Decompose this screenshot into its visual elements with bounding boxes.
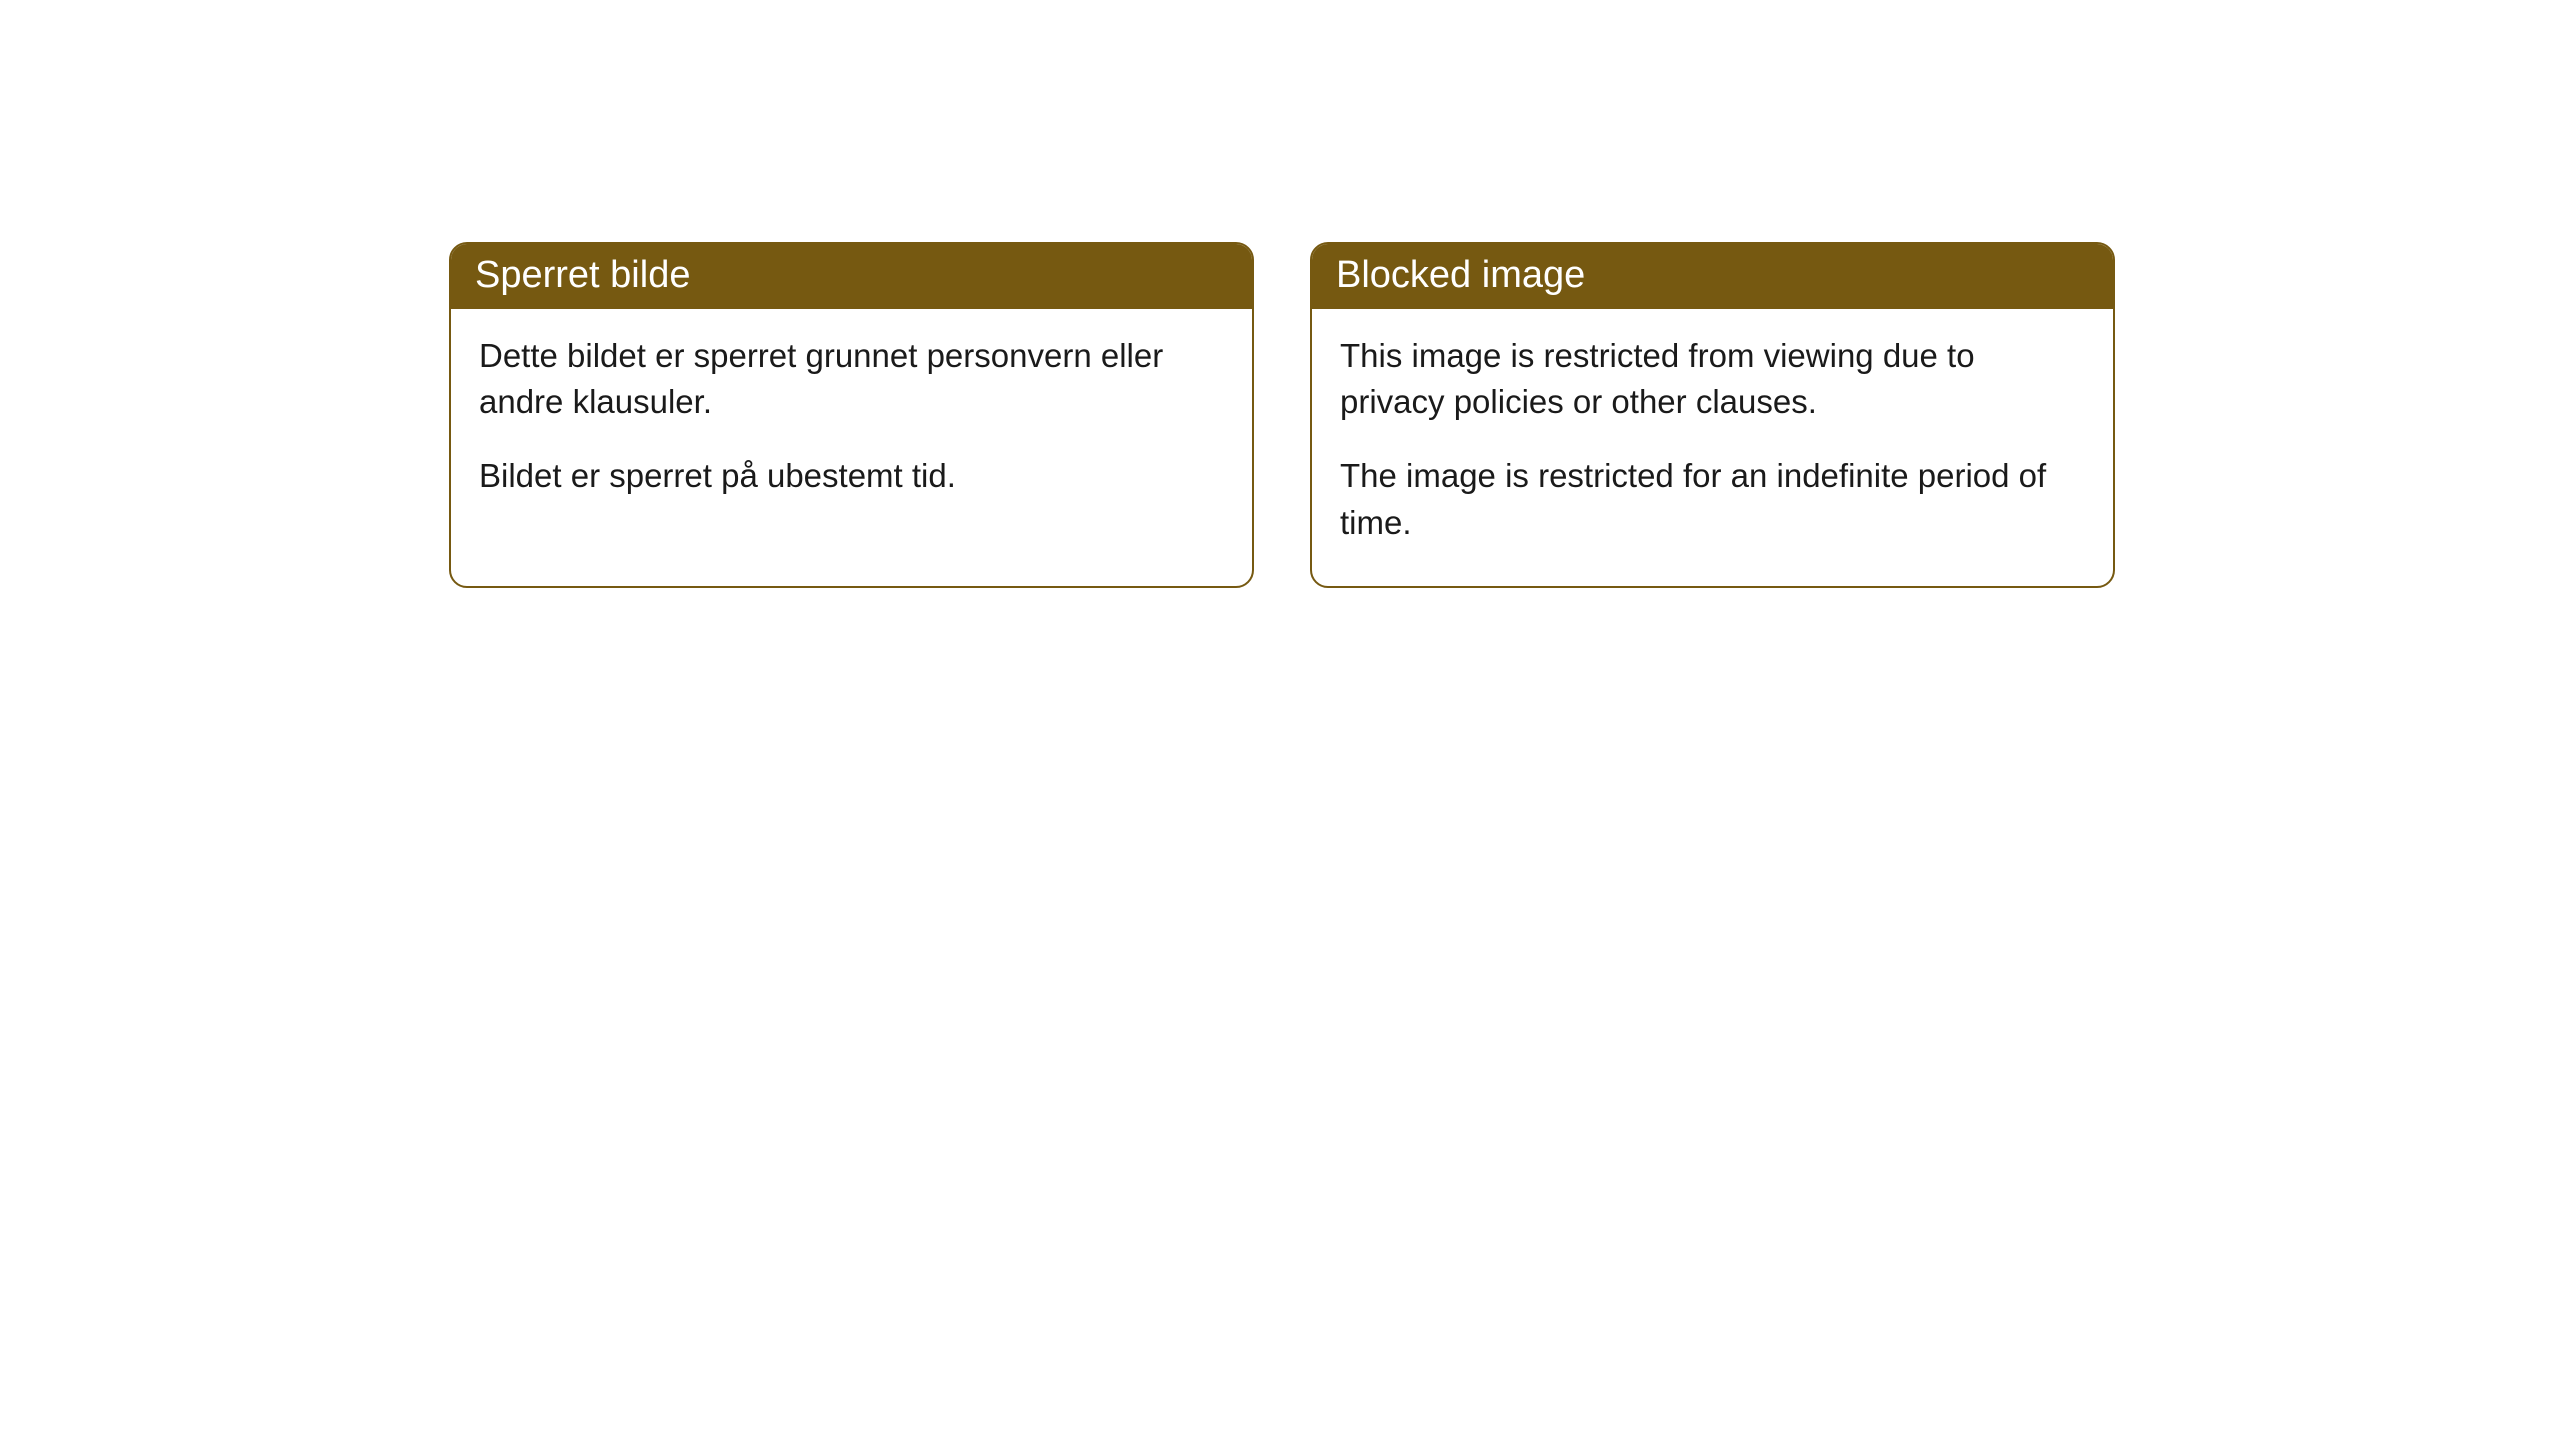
notice-text-english-2: The image is restricted for an indefinit… <box>1340 453 2085 545</box>
card-body-english: This image is restricted from viewing du… <box>1312 309 2113 586</box>
blocked-image-card-norwegian: Sperret bilde Dette bildet er sperret gr… <box>449 242 1254 588</box>
card-body-norwegian: Dette bildet er sperret grunnet personve… <box>451 309 1252 540</box>
notice-text-norwegian-2: Bildet er sperret på ubestemt tid. <box>479 453 1224 499</box>
blocked-image-card-english: Blocked image This image is restricted f… <box>1310 242 2115 588</box>
card-header-english: Blocked image <box>1312 244 2113 309</box>
notice-text-english-1: This image is restricted from viewing du… <box>1340 333 2085 425</box>
card-header-norwegian: Sperret bilde <box>451 244 1252 309</box>
notice-text-norwegian-1: Dette bildet er sperret grunnet personve… <box>479 333 1224 425</box>
notice-cards-container: Sperret bilde Dette bildet er sperret gr… <box>449 242 2115 588</box>
